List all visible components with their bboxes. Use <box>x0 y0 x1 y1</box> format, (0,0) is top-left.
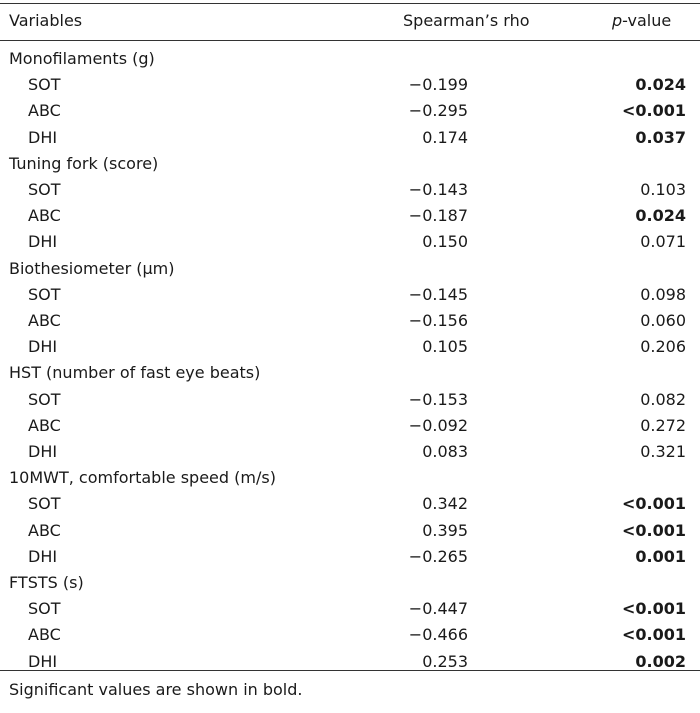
row-p-value: 0.103 <box>640 180 686 199</box>
group-label: 10MWT, comfortable speed (m/s) <box>9 468 276 488</box>
row-p-value: <0.001 <box>621 599 686 619</box>
row-variable-name: DHI <box>28 127 58 147</box>
row-variable-name: DHI <box>28 546 58 566</box>
row-spearman-rho: −0.187 <box>408 206 468 226</box>
table-row: DHI 0.174 0.037 <box>0 125 700 151</box>
table-footnote: Significant values are shown in bold. <box>9 680 303 699</box>
row-variable-name: ABC <box>28 520 61 540</box>
group-label: FTSTS (s) <box>9 573 84 592</box>
table-row: ABC −0.156 0.060 <box>0 308 700 334</box>
row-p-value: 0.060 <box>640 311 686 330</box>
table-bottom-rule <box>0 670 700 671</box>
table-row: DHI 0.083 0.321 <box>0 439 700 465</box>
row-p-value: <0.001 <box>621 625 686 645</box>
row-p-value: 0.001 <box>635 546 686 566</box>
row-spearman-rho: −0.295 <box>408 101 468 121</box>
row-p-value: 0.071 <box>640 232 686 252</box>
group-header-row: Biothesiometer (μm) <box>0 256 700 282</box>
table-row: ABC −0.092 0.272 <box>0 413 700 439</box>
row-p-value: 0.037 <box>635 127 686 147</box>
group-header-row: 10MWT, comfortable speed (m/s) <box>0 465 700 491</box>
header-p-suffix: -value <box>622 11 672 30</box>
row-variable-name: ABC <box>28 101 61 121</box>
row-variable-name: SOT <box>28 180 61 199</box>
row-p-value: 0.321 <box>640 442 686 461</box>
row-variable-name: ABC <box>28 415 61 435</box>
group-label: Biothesiometer (μm) <box>9 258 175 278</box>
row-p-value: <0.001 <box>621 494 686 514</box>
table-row: ABC −0.466 <0.001 <box>0 622 700 648</box>
row-p-value: 0.024 <box>635 75 686 95</box>
group-header-row: FTSTS (s) <box>0 570 700 596</box>
row-spearman-rho: 0.395 <box>422 520 468 540</box>
group-label: Monofilaments (g) <box>9 49 155 68</box>
group-label: HST (number of fast eye beats) <box>9 363 261 383</box>
row-p-value: 0.024 <box>635 206 686 226</box>
row-variable-name: SOT <box>28 494 61 514</box>
table-header-row: Variables Spearman’s rho p-value <box>0 8 700 34</box>
row-p-value: 0.082 <box>640 389 686 409</box>
header-variables: Variables <box>9 11 83 30</box>
table-row: SOT −0.143 0.103 <box>0 177 700 203</box>
row-variable-name: ABC <box>28 311 61 330</box>
row-variable-name: DHI <box>28 337 58 357</box>
table-row: SOT −0.447 <0.001 <box>0 596 700 622</box>
row-variable-name: SOT <box>28 75 61 95</box>
row-spearman-rho: −0.143 <box>408 180 468 199</box>
table-row: SOT 0.342 <0.001 <box>0 491 700 517</box>
table-row: SOT −0.199 0.024 <box>0 72 700 98</box>
row-variable-name: DHI <box>28 232 58 252</box>
row-spearman-rho: −0.156 <box>408 311 468 330</box>
row-spearman-rho: 0.342 <box>422 494 468 514</box>
table-row: ABC 0.395 <0.001 <box>0 518 700 544</box>
row-spearman-rho: −0.153 <box>408 389 468 409</box>
row-variable-name: ABC <box>28 206 61 226</box>
row-variable-name: SOT <box>28 599 61 619</box>
header-p-italic: p <box>612 11 623 30</box>
row-spearman-rho: 0.253 <box>422 651 468 671</box>
group-label: Tuning fork (score) <box>9 153 159 173</box>
row-variable-name: SOT <box>28 284 61 304</box>
row-p-value: <0.001 <box>621 101 686 121</box>
row-spearman-rho: −0.466 <box>408 625 468 645</box>
row-spearman-rho: −0.145 <box>408 284 468 304</box>
row-spearman-rho: −0.447 <box>408 599 468 619</box>
table-row: SOT −0.145 0.098 <box>0 282 700 308</box>
row-spearman-rho: −0.199 <box>408 75 468 95</box>
row-spearman-rho: 0.105 <box>422 337 468 357</box>
header-p-value: p-value <box>612 8 671 34</box>
row-spearman-rho: 0.174 <box>422 127 468 147</box>
row-spearman-rho: 0.150 <box>422 232 468 252</box>
row-p-value: 0.272 <box>640 415 686 435</box>
row-p-value: 0.206 <box>640 337 686 357</box>
group-header-row: Monofilaments (g) <box>0 46 700 72</box>
table-row: DHI 0.150 0.071 <box>0 229 700 255</box>
table-top-rule <box>0 3 700 4</box>
row-variable-name: DHI <box>28 442 58 461</box>
row-variable-name: SOT <box>28 389 61 409</box>
row-spearman-rho: −0.265 <box>408 546 468 566</box>
table-row: DHI −0.265 0.001 <box>0 544 700 570</box>
group-header-row: Tuning fork (score) <box>0 151 700 177</box>
table-row: ABC −0.187 0.024 <box>0 203 700 229</box>
row-p-value: 0.098 <box>640 284 686 304</box>
table-header-rule <box>0 40 700 41</box>
row-variable-name: ABC <box>28 625 61 645</box>
table-row: DHI 0.105 0.206 <box>0 334 700 360</box>
table-row: ABC −0.295 <0.001 <box>0 98 700 124</box>
group-header-row: HST (number of fast eye beats) <box>0 360 700 386</box>
row-spearman-rho: −0.092 <box>408 415 468 435</box>
row-spearman-rho: 0.083 <box>422 442 468 461</box>
table-row: DHI 0.253 0.002 <box>0 649 700 675</box>
row-variable-name: DHI <box>28 651 58 671</box>
header-spearman-rho: Spearman’s rho <box>403 11 530 30</box>
table-row: SOT −0.153 0.082 <box>0 387 700 413</box>
row-p-value: <0.001 <box>621 520 686 540</box>
row-p-value: 0.002 <box>635 651 686 671</box>
